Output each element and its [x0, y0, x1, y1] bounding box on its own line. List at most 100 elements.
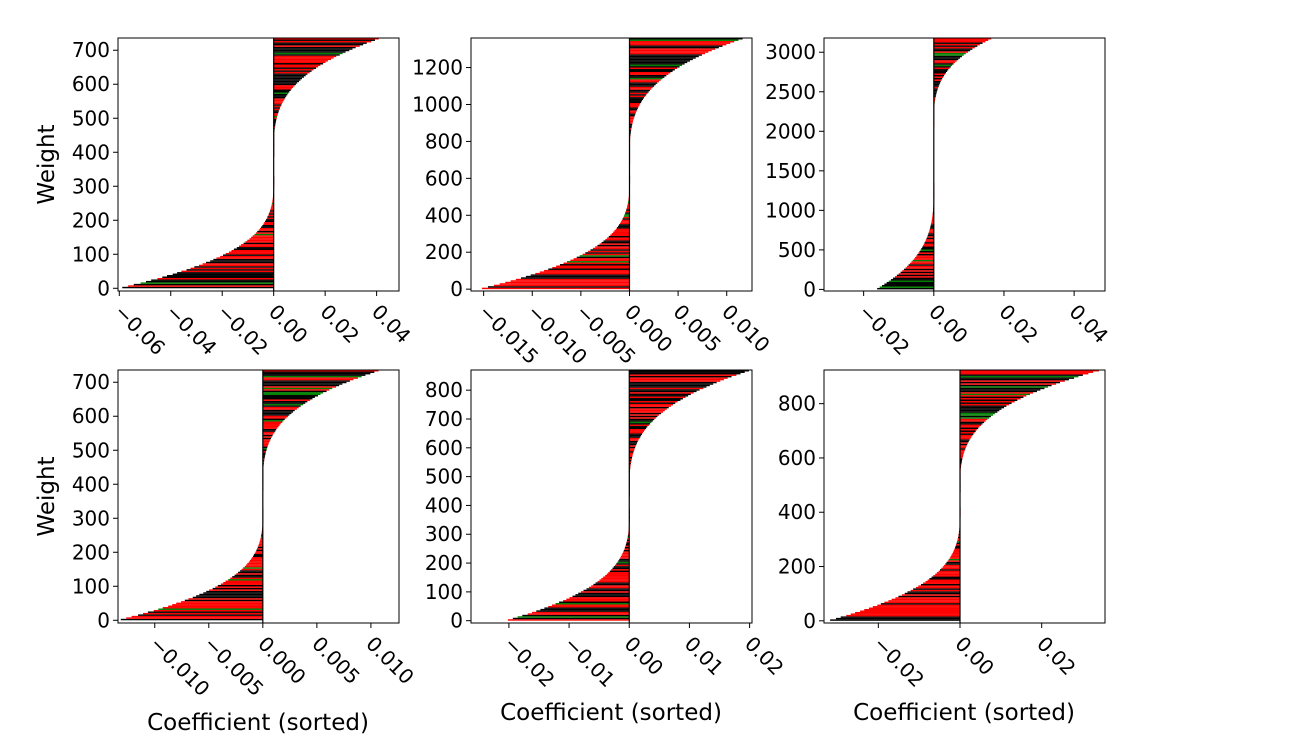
weight-bar [273, 126, 276, 128]
weight-bar [931, 222, 934, 225]
weight-bar [273, 39, 375, 41]
weight-bar [629, 110, 637, 112]
weight-bar [265, 220, 274, 223]
weight-bar [266, 219, 274, 221]
weight-bar [947, 560, 961, 562]
weight-bar [629, 417, 656, 419]
weight-bar [629, 402, 676, 404]
weight-bar [629, 374, 737, 376]
weight-bar [913, 588, 961, 590]
weight-bar [629, 393, 691, 396]
weight-bar [629, 128, 632, 130]
subplot-bottom-left: 0100200300400500600700−0.010−0.0050.0000… [34, 369, 419, 736]
weight-bar [582, 253, 630, 256]
weight-bar [933, 63, 954, 65]
weight-bar [262, 453, 266, 456]
y-tick-label: 700 [425, 407, 463, 431]
weight-bar [262, 402, 306, 404]
weight-bar [960, 395, 1027, 397]
weight-bar [262, 427, 278, 429]
weight-bar [273, 46, 356, 49]
weight-bar [893, 277, 934, 280]
weight-bar [936, 572, 961, 574]
x-tick-label: 0.00 [620, 632, 668, 680]
weight-bar [260, 536, 263, 538]
weight-bar [262, 459, 265, 462]
weight-bar [262, 378, 354, 381]
weight-bar [960, 396, 1024, 399]
weight-bar [960, 390, 1037, 393]
weight-bar [220, 583, 263, 585]
weight-bar [629, 451, 634, 453]
weight-bar [629, 105, 639, 108]
weight-bar [262, 377, 358, 379]
weight-bar [960, 409, 1000, 412]
weight-bar [960, 392, 1034, 394]
weight-bar [886, 282, 934, 284]
weight-bar [923, 243, 934, 246]
weight-bar [623, 551, 630, 553]
weight-bar [262, 436, 272, 438]
weight-bar [930, 224, 934, 226]
weight-bar [262, 418, 285, 421]
weight-bar [128, 285, 274, 287]
weight-bar [960, 399, 1018, 401]
x-tick-label: 0.02 [740, 632, 788, 680]
weight-bar [846, 614, 961, 617]
weight-bar [619, 558, 630, 561]
weight-bar [922, 245, 934, 247]
x-tick-label: −0.02 [854, 300, 914, 360]
weight-bar [960, 400, 1015, 403]
y-tick-label: 0 [450, 609, 463, 633]
weight-bar [262, 437, 271, 440]
weight-bar [960, 408, 1002, 410]
weight-bar [629, 415, 658, 418]
weight-bar [236, 247, 274, 249]
weight-bar [931, 576, 961, 579]
weight-bar [933, 86, 939, 89]
weight-bar [933, 77, 943, 80]
weight-bar [898, 595, 961, 598]
weight-bar [158, 608, 263, 610]
weight-bar [960, 371, 1094, 373]
weight-bar [946, 561, 961, 564]
weight-bar [960, 412, 995, 415]
weight-bar [626, 542, 630, 545]
weight-bar [262, 431, 275, 434]
weight-bar [958, 535, 961, 537]
weight-bar [202, 263, 274, 265]
weight-bar [262, 393, 321, 396]
weight-bar [603, 240, 630, 242]
weight-bar [273, 108, 280, 111]
weight-bar [884, 283, 934, 285]
weight-bar [540, 608, 630, 611]
y-tick-label: 600 [72, 72, 110, 96]
weight-bar [273, 45, 360, 47]
weight-bar [629, 433, 643, 435]
weight-bar [616, 563, 630, 565]
y-tick-label: 2500 [765, 80, 816, 104]
weight-bar [188, 598, 263, 600]
weight-bar [258, 545, 263, 547]
weight-bar [911, 261, 934, 263]
weight-bar [629, 378, 724, 381]
weight-bar [579, 255, 630, 257]
weight-bar [960, 436, 972, 438]
weight-bar [194, 266, 274, 268]
plot-area [824, 38, 1105, 291]
weight-bar [629, 443, 637, 446]
weight-bar [884, 601, 961, 604]
weight-bar [629, 114, 635, 117]
weight-bar [629, 103, 641, 105]
weight-bar [933, 89, 938, 92]
weight-bar [918, 252, 934, 254]
weight-bars [830, 370, 1099, 621]
weight-bar [563, 262, 630, 265]
weight-bar [958, 536, 961, 539]
weight-bar [262, 425, 279, 428]
weight-bar [162, 276, 274, 278]
weight-bar [530, 274, 630, 276]
weight-bar [620, 221, 630, 223]
weight-bar [569, 597, 630, 599]
weight-bar [880, 603, 961, 605]
